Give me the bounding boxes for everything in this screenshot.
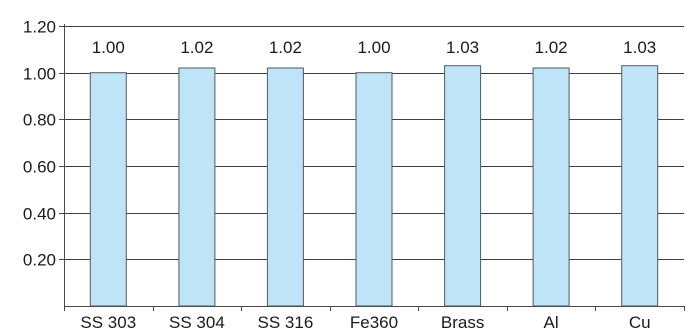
x-category-label: SS 303	[80, 313, 136, 332]
y-tick-label: 0.80	[23, 111, 56, 130]
bar	[444, 65, 482, 307]
bar	[89, 72, 127, 307]
data-label: 1.02	[269, 38, 302, 57]
x-category-label: Cu	[629, 313, 651, 332]
data-label: 1.00	[92, 38, 125, 57]
data-label: 1.03	[623, 38, 656, 57]
bar	[266, 67, 304, 307]
y-tick-label: 0.60	[23, 158, 56, 177]
data-label: 1.02	[535, 38, 568, 57]
bar	[621, 65, 659, 307]
bars	[89, 65, 659, 307]
x-category-label: Al	[544, 313, 559, 332]
labels: 0.20 0.40 0.60 0.80 1.00 1.20 1.00 SS 303 1.02 SS…	[23, 18, 656, 332]
bar	[532, 67, 570, 307]
x-category-label: Fe360	[350, 313, 398, 332]
axes	[59, 24, 685, 311]
data-label: 1.02	[180, 38, 213, 57]
data-label: 1.00	[357, 38, 390, 57]
y-tick-label: 0.20	[23, 251, 56, 270]
y-tick-label: 1.00	[23, 65, 56, 84]
x-category-label: SS 304	[169, 313, 225, 332]
y-tick-label: 1.20	[23, 18, 56, 37]
bar	[178, 67, 216, 307]
x-category-label: Brass	[441, 313, 484, 332]
bar	[355, 72, 393, 307]
y-tick-label: 0.40	[23, 205, 56, 224]
data-label: 1.03	[446, 38, 479, 57]
x-category-label: SS 316	[258, 313, 314, 332]
